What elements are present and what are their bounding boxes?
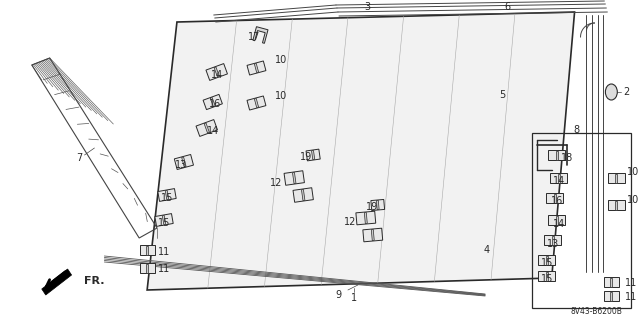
Bar — [371, 229, 374, 241]
FancyBboxPatch shape — [538, 271, 555, 281]
Bar — [557, 174, 559, 182]
FancyBboxPatch shape — [158, 189, 176, 201]
Text: 10: 10 — [275, 91, 287, 101]
Text: 8: 8 — [573, 125, 580, 135]
Text: 4: 4 — [484, 245, 490, 255]
Bar — [146, 246, 148, 255]
Bar — [615, 174, 618, 182]
FancyBboxPatch shape — [140, 263, 155, 273]
FancyBboxPatch shape — [604, 277, 619, 287]
FancyBboxPatch shape — [546, 193, 563, 203]
Text: 16: 16 — [550, 196, 563, 206]
Text: 15: 15 — [161, 193, 173, 203]
Bar — [546, 271, 548, 280]
FancyBboxPatch shape — [550, 173, 567, 183]
Bar — [214, 67, 220, 77]
Text: 14: 14 — [552, 176, 564, 186]
Text: 6: 6 — [504, 2, 510, 12]
Text: 11: 11 — [625, 292, 637, 302]
FancyBboxPatch shape — [604, 291, 619, 301]
Text: 11: 11 — [158, 247, 170, 257]
Text: 15: 15 — [541, 274, 553, 284]
Text: 19: 19 — [365, 202, 378, 212]
Bar — [182, 157, 186, 167]
Bar — [254, 98, 259, 108]
Text: 19: 19 — [300, 152, 312, 162]
Text: 3: 3 — [365, 2, 371, 12]
Bar — [615, 201, 618, 210]
Text: 17: 17 — [248, 32, 260, 42]
FancyBboxPatch shape — [306, 149, 320, 161]
Text: 18: 18 — [561, 153, 573, 163]
Bar — [552, 235, 554, 244]
Text: 8V43-B6200B: 8V43-B6200B — [570, 307, 622, 315]
Text: 10: 10 — [627, 167, 639, 177]
FancyBboxPatch shape — [356, 211, 376, 225]
Bar — [211, 97, 215, 107]
Text: 7: 7 — [76, 153, 83, 163]
Text: 5: 5 — [499, 90, 505, 100]
Text: FR.: FR. — [84, 276, 105, 286]
Text: 10: 10 — [627, 195, 639, 205]
Polygon shape — [42, 269, 72, 295]
Bar — [611, 292, 612, 300]
FancyBboxPatch shape — [538, 255, 555, 265]
FancyBboxPatch shape — [371, 199, 385, 211]
Bar — [611, 278, 612, 286]
FancyBboxPatch shape — [247, 61, 266, 75]
Text: 2: 2 — [623, 87, 629, 97]
FancyBboxPatch shape — [608, 173, 625, 183]
Bar — [556, 216, 557, 225]
FancyBboxPatch shape — [140, 245, 155, 255]
FancyBboxPatch shape — [203, 94, 222, 110]
Text: 13: 13 — [547, 239, 559, 249]
FancyBboxPatch shape — [174, 154, 193, 169]
FancyBboxPatch shape — [206, 63, 227, 80]
FancyBboxPatch shape — [548, 150, 565, 160]
Text: 10: 10 — [275, 55, 287, 65]
Bar — [312, 150, 315, 160]
Bar — [204, 123, 209, 133]
FancyBboxPatch shape — [247, 96, 266, 110]
Text: 14: 14 — [552, 219, 564, 229]
Bar — [376, 200, 379, 210]
Text: 12: 12 — [344, 217, 356, 227]
FancyBboxPatch shape — [196, 120, 218, 137]
Bar — [556, 151, 557, 160]
Text: 15: 15 — [541, 258, 553, 268]
Text: 15: 15 — [158, 218, 170, 228]
Polygon shape — [253, 27, 268, 43]
Bar — [146, 263, 148, 272]
Text: 14: 14 — [211, 70, 223, 80]
Bar — [301, 189, 305, 201]
Bar — [254, 63, 259, 73]
Text: 1: 1 — [351, 293, 357, 303]
FancyBboxPatch shape — [608, 200, 625, 210]
Bar — [554, 194, 556, 203]
Ellipse shape — [605, 84, 618, 100]
Bar — [292, 172, 296, 184]
Text: 13: 13 — [175, 160, 187, 170]
Text: 11: 11 — [625, 278, 637, 288]
FancyBboxPatch shape — [155, 214, 173, 226]
FancyBboxPatch shape — [284, 171, 305, 185]
FancyBboxPatch shape — [544, 235, 561, 245]
FancyBboxPatch shape — [293, 188, 314, 202]
Text: 16: 16 — [209, 99, 221, 109]
Text: 14: 14 — [207, 126, 219, 136]
FancyBboxPatch shape — [363, 228, 383, 242]
FancyBboxPatch shape — [548, 215, 565, 225]
Polygon shape — [147, 12, 575, 290]
Bar — [364, 212, 367, 224]
Text: 12: 12 — [270, 178, 282, 188]
Text: 9: 9 — [335, 290, 341, 300]
Text: 11: 11 — [158, 264, 170, 274]
Bar — [163, 215, 166, 225]
Bar — [546, 256, 548, 264]
Bar — [165, 190, 169, 200]
